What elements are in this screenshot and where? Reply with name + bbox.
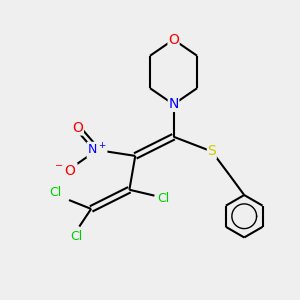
Text: O: O <box>72 121 83 135</box>
Text: Cl: Cl <box>157 192 170 205</box>
Text: Cl: Cl <box>70 230 82 243</box>
Text: $^-$O: $^-$O <box>52 164 77 178</box>
Text: N: N <box>168 98 179 111</box>
Text: Cl: Cl <box>50 186 62 199</box>
Text: S: S <box>208 145 216 158</box>
Text: N$^+$: N$^+$ <box>87 142 107 158</box>
Text: O: O <box>168 33 179 46</box>
